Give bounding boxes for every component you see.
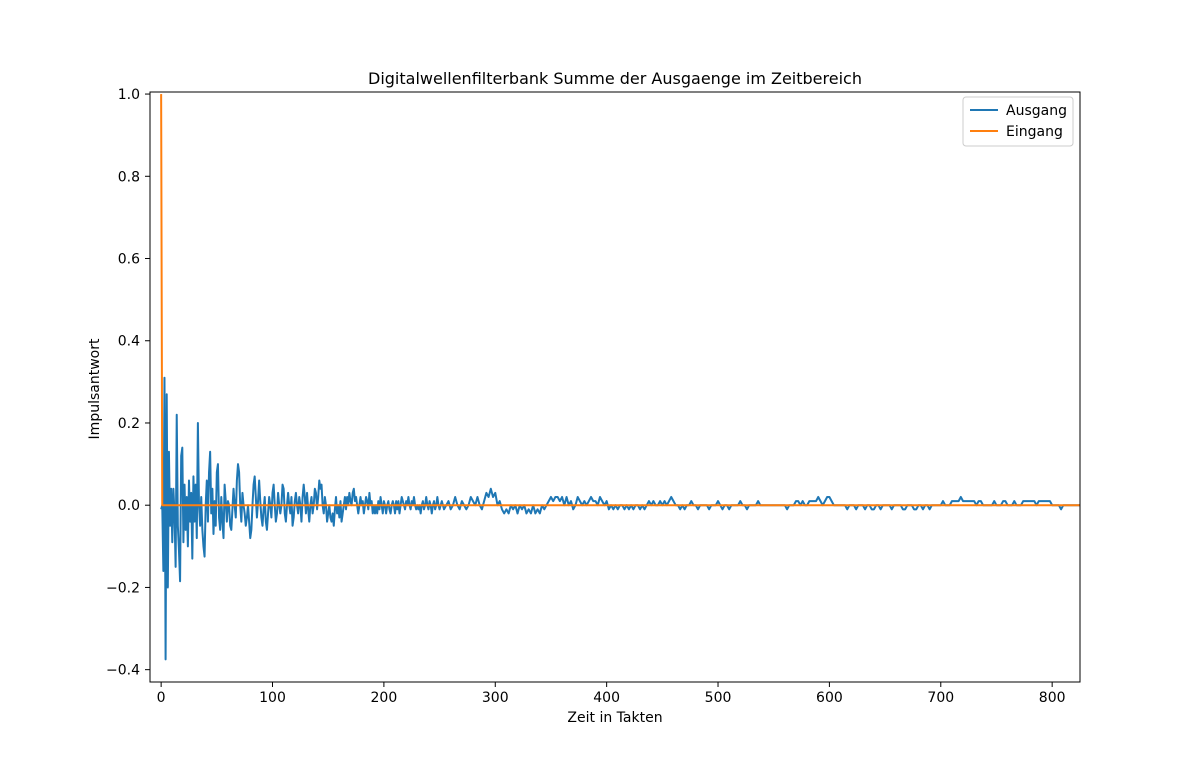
y-tick-label: 0.2 bbox=[118, 416, 140, 432]
series-line-ausgang bbox=[160, 376, 1080, 661]
y-tick-label: 0.4 bbox=[118, 334, 140, 350]
plot-background bbox=[150, 92, 1080, 682]
x-tick-label: 300 bbox=[482, 690, 509, 706]
y-tick-label: 0.0 bbox=[118, 498, 140, 514]
x-tick-label: 700 bbox=[927, 690, 954, 706]
y-axis: −0.4 −0.2 0.0 0.2 0.4 0.6 0.8 1.0 bbox=[106, 87, 150, 679]
x-tick-label: 500 bbox=[705, 690, 732, 706]
plot-area bbox=[149, 91, 1081, 683]
y-tick-label: −0.4 bbox=[106, 663, 140, 679]
x-tick-label: 400 bbox=[593, 690, 620, 706]
y-tick-label: 0.6 bbox=[118, 252, 140, 268]
series-layer bbox=[160, 94, 1080, 661]
y-tick-label: 0.8 bbox=[118, 169, 140, 185]
chart-title: Digitalwellenfilterbank Summe der Ausgae… bbox=[368, 69, 862, 88]
y-axis-label: Impulsantwort bbox=[87, 338, 103, 439]
y-tick-label: −0.2 bbox=[106, 580, 140, 596]
x-tick-label: 200 bbox=[371, 690, 398, 706]
plot-frame bbox=[149, 91, 1081, 683]
x-tick-label: 600 bbox=[816, 690, 843, 706]
x-axis-label: Zeit in Takten bbox=[567, 710, 662, 726]
y-tick-label: 1.0 bbox=[118, 87, 140, 103]
x-axis: 0 100 200 300 400 500 600 700 800 bbox=[157, 682, 1066, 706]
legend-label-ausgang: Ausgang bbox=[1006, 103, 1067, 119]
x-tick-label: 100 bbox=[259, 690, 286, 706]
x-tick-label: 800 bbox=[1039, 690, 1066, 706]
x-tick-label: 0 bbox=[157, 690, 166, 706]
legend: Ausgang Eingang bbox=[962, 96, 1074, 147]
legend-label-eingang: Eingang bbox=[1006, 124, 1063, 140]
series-line-eingang bbox=[160, 94, 1080, 507]
